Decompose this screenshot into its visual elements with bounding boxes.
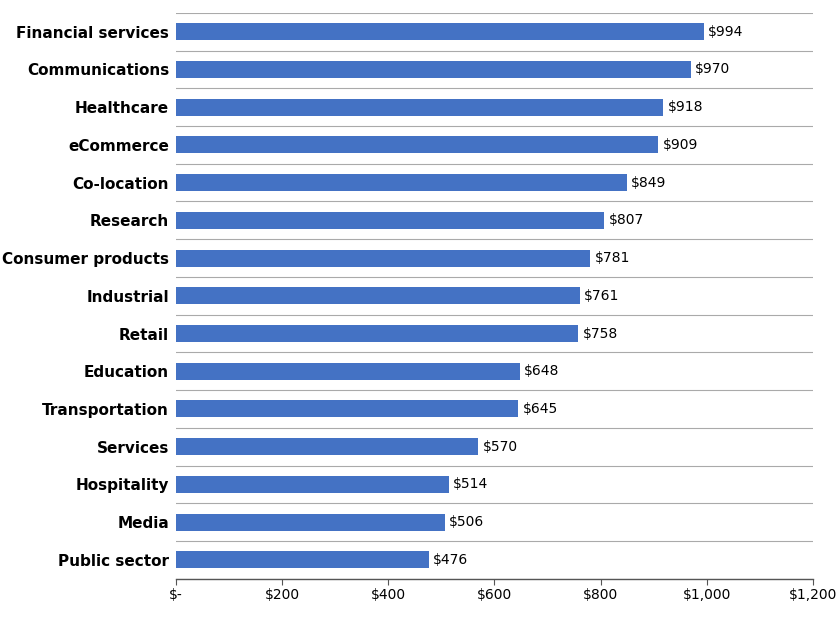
Bar [176, 287, 580, 304]
Text: $758: $758 [582, 327, 618, 341]
Bar [176, 551, 428, 568]
Text: $909: $909 [663, 138, 698, 152]
Bar [176, 23, 704, 41]
Text: $570: $570 [483, 440, 518, 454]
Bar [176, 514, 444, 530]
Bar [176, 174, 627, 191]
Text: $476: $476 [433, 553, 468, 567]
Bar [176, 212, 604, 229]
Text: $849: $849 [631, 176, 666, 190]
Bar [176, 363, 520, 380]
Text: $807: $807 [608, 213, 644, 228]
Bar [176, 476, 449, 493]
Bar [176, 438, 478, 455]
Bar [176, 98, 663, 116]
Text: $918: $918 [667, 100, 703, 114]
Text: $781: $781 [595, 251, 630, 265]
Bar [176, 401, 518, 417]
Bar [176, 61, 691, 78]
Text: $970: $970 [695, 62, 730, 77]
Text: $994: $994 [708, 24, 743, 39]
Text: $648: $648 [524, 364, 560, 378]
Text: $514: $514 [453, 477, 489, 491]
Text: $506: $506 [449, 515, 484, 529]
Bar [176, 249, 591, 267]
Text: $761: $761 [584, 289, 619, 303]
Bar [176, 325, 578, 342]
Bar [176, 136, 659, 154]
Text: $645: $645 [523, 402, 558, 416]
